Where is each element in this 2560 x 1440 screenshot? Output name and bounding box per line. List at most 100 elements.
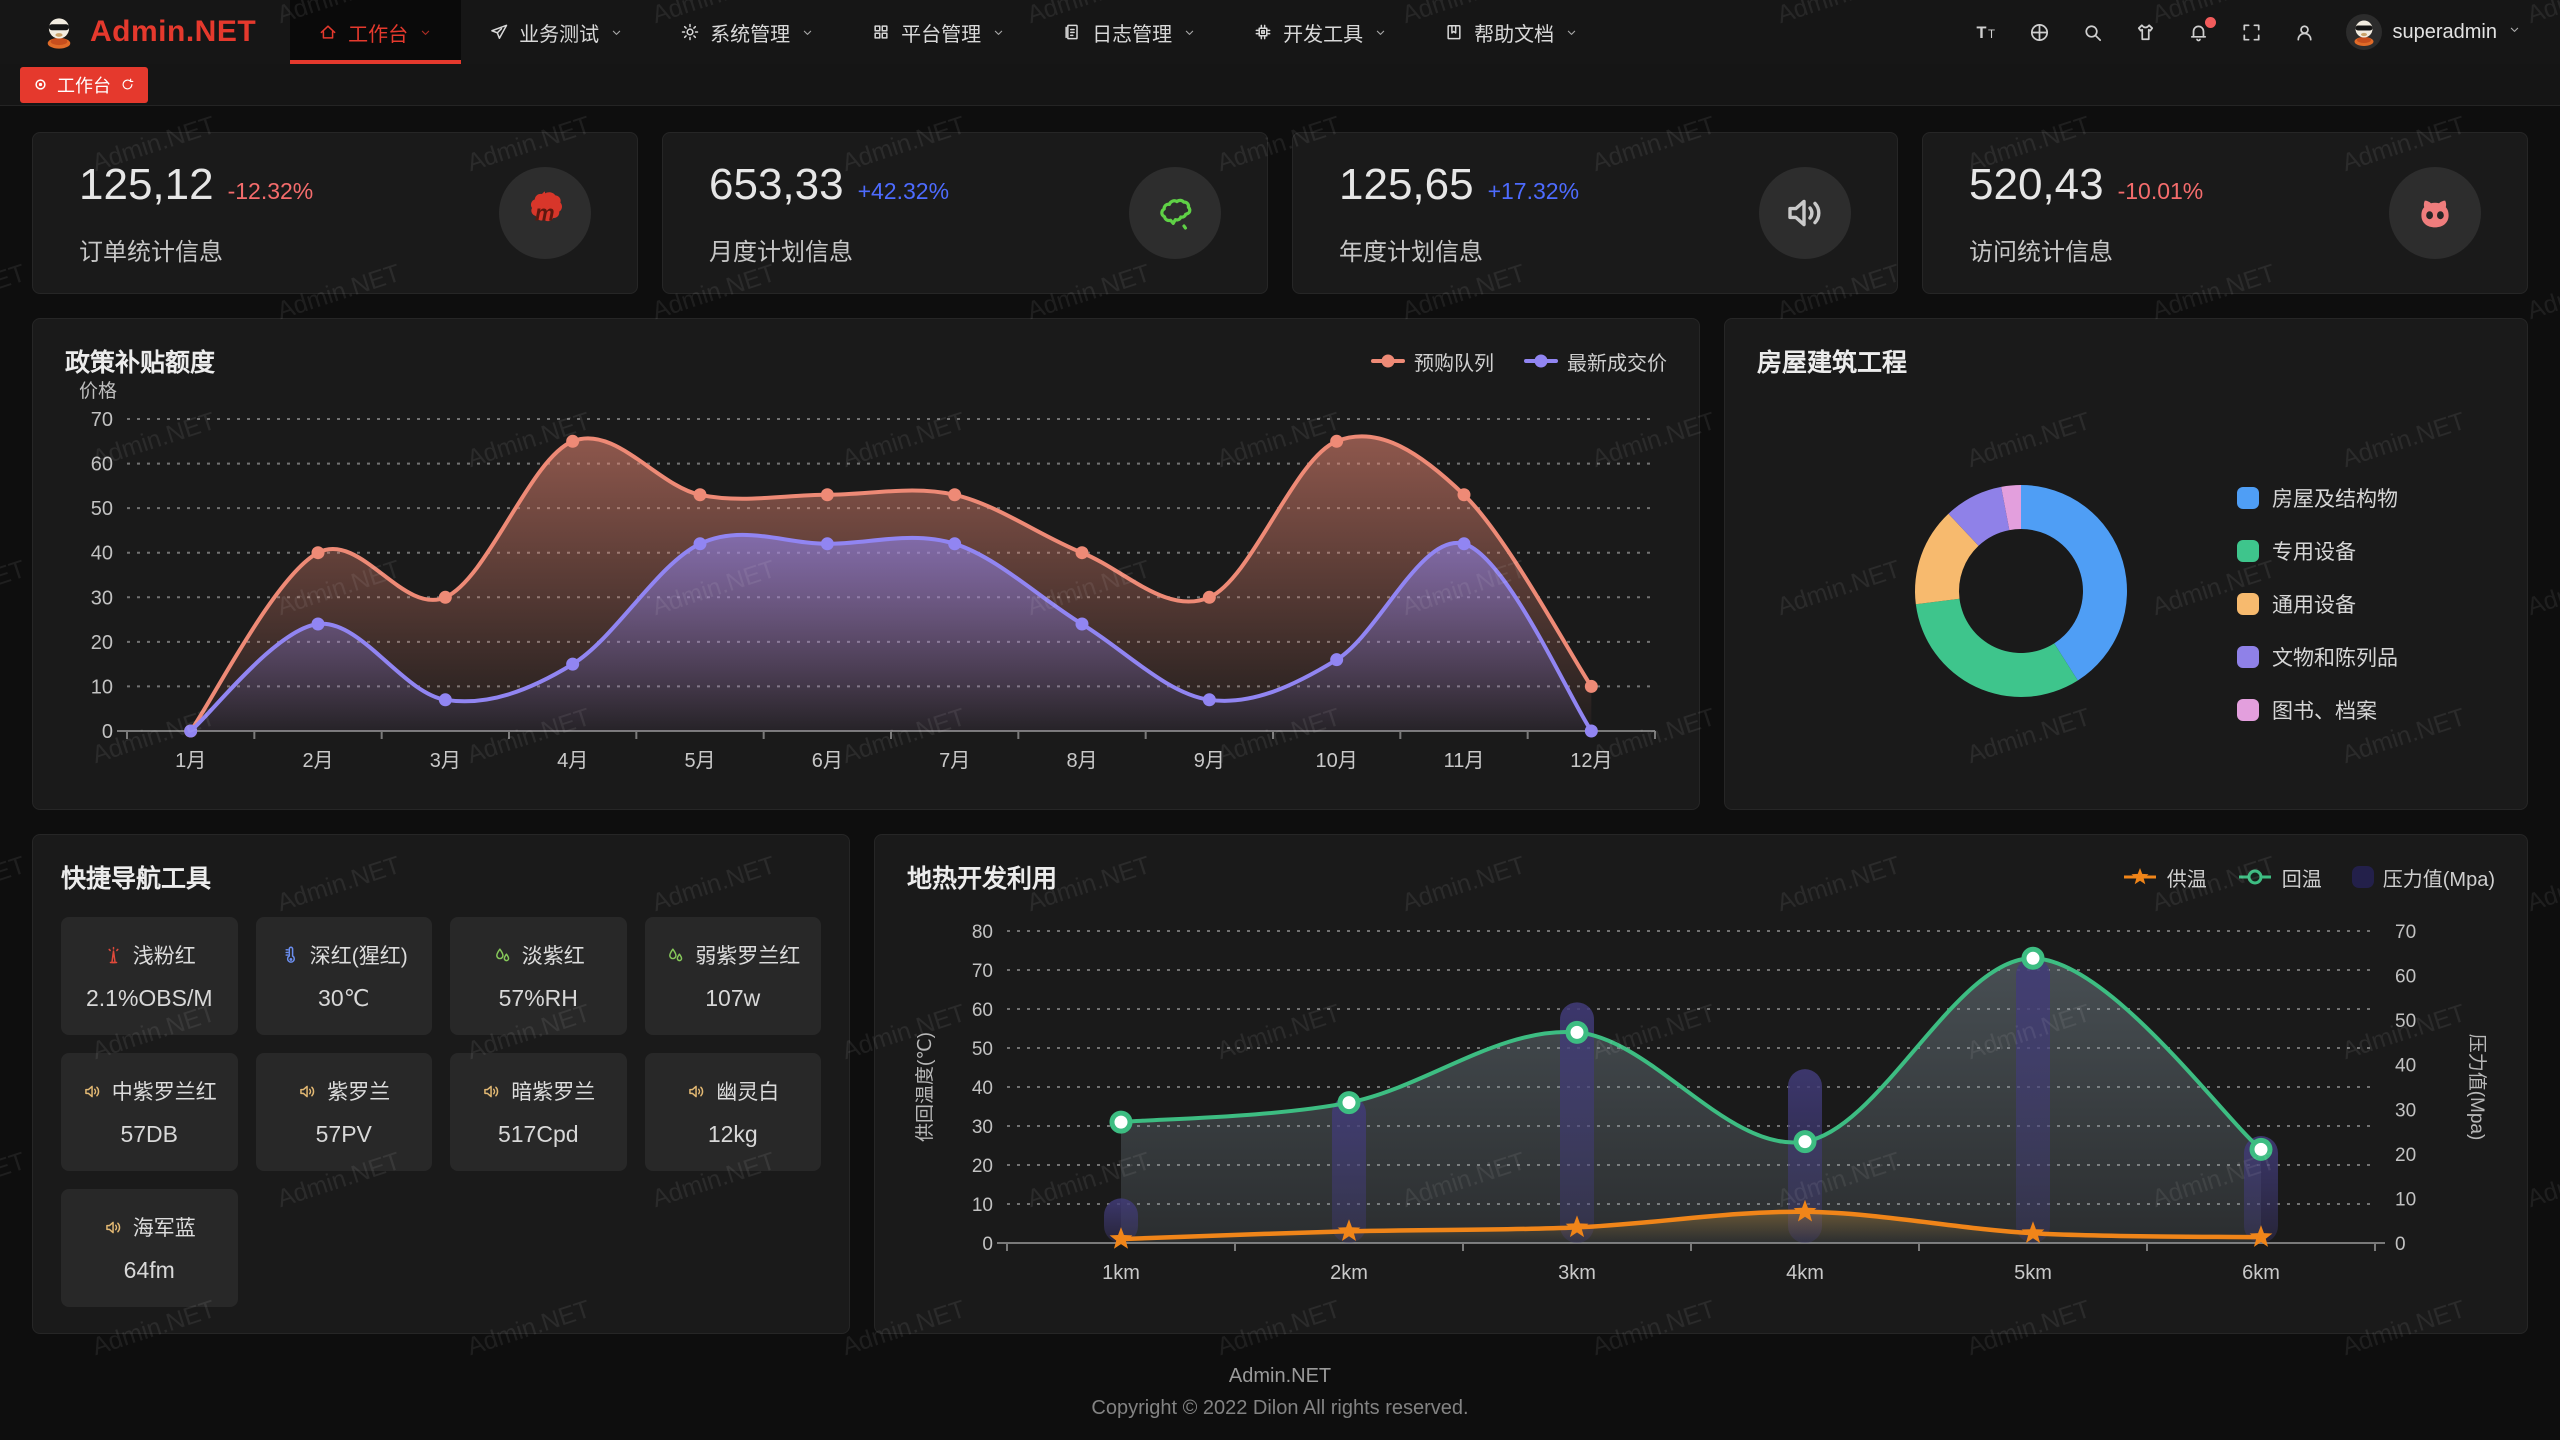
svg-text:10: 10: [2395, 1189, 2416, 1210]
quick-nav-item-8[interactable]: 幽灵白 12kg: [644, 1053, 821, 1171]
legend-item[interactable]: 最新成交价: [1524, 347, 1667, 376]
legend-swatch: [2237, 593, 2259, 615]
speaker-icon: [297, 1081, 318, 1102]
language-icon[interactable]: [2028, 21, 2051, 44]
stat-card-3: 125,65 +17.32% 年度计划信息: [1292, 132, 1898, 294]
stat-delta: +42.32%: [857, 177, 950, 204]
fullscreen-icon[interactable]: [2240, 21, 2263, 44]
quick-nav-item-3[interactable]: 淡紫红 57%RH: [450, 917, 627, 1035]
menu-item-label: 系统管理: [710, 23, 791, 46]
menu-item-label: 工作台: [348, 23, 409, 46]
donut-legend-item[interactable]: 专用设备: [2237, 536, 2398, 566]
menu-item-1[interactable]: 工作台: [290, 0, 462, 64]
donut-legend-item[interactable]: 通用设备: [2237, 589, 2398, 619]
quick-nav-label: 海军蓝: [132, 1217, 196, 1240]
legend-item[interactable]: 供温: [2122, 863, 2207, 892]
search-icon[interactable]: [2081, 21, 2104, 44]
svg-text:8月: 8月: [1066, 750, 1097, 772]
quick-nav-item-2[interactable]: 深红(猩红) 30℃: [255, 917, 432, 1035]
svg-text:60: 60: [2395, 967, 2416, 988]
quick-nav-label: 幽灵白: [716, 1081, 780, 1104]
svg-text:压力值(Mpa): 压力值(Mpa): [2466, 1034, 2488, 1141]
user-menu[interactable]: superadmin: [2346, 14, 2522, 50]
svg-text:T: T: [1977, 23, 1987, 41]
legend-item[interactable]: 预购队列: [1371, 347, 1494, 376]
menu-item-7[interactable]: 帮助文档: [1416, 0, 1607, 64]
log-document-icon: [1062, 22, 1082, 42]
stat-label: 访问统计信息: [1969, 238, 2113, 266]
meetup-icon: m: [499, 167, 591, 259]
menu-item-5[interactable]: 日志管理: [1034, 0, 1225, 64]
legend-line-dot-marker: [1524, 354, 1558, 368]
user-name: superadmin: [2392, 20, 2497, 43]
donut-legend-item[interactable]: 图书、档案: [2237, 695, 2398, 725]
quick-nav-item-7[interactable]: 暗紫罗兰 517Cpd: [450, 1053, 627, 1171]
svg-text:70: 70: [91, 409, 113, 431]
quick-nav-item-4[interactable]: 弱紫罗兰红 107w: [644, 917, 821, 1035]
quick-nav-value: 57PV: [315, 1121, 372, 1147]
profile-icon[interactable]: [2293, 21, 2316, 44]
svg-text:5月: 5月: [684, 750, 715, 772]
svg-text:3km: 3km: [1558, 1262, 1596, 1284]
donut-legend-item[interactable]: 文物和陈列品: [2237, 642, 2398, 672]
main-menu: 工作台 业务测试 系统管理 平台管理 日志管理 开发工具 帮助文档: [290, 0, 1607, 64]
notification-bell-icon[interactable]: [2187, 16, 2217, 44]
svg-text:9月: 9月: [1194, 750, 1225, 772]
quick-nav-item-1[interactable]: 浅粉红 2.1%OBS/M: [61, 917, 238, 1035]
quick-nav-item-9[interactable]: 海军蓝 64fm: [61, 1189, 238, 1307]
refresh-icon[interactable]: [120, 77, 135, 92]
legend-item[interactable]: 回温: [2237, 863, 2322, 892]
quick-nav-label: 浅粉红: [132, 945, 196, 968]
tab-workbench[interactable]: 工作台: [20, 66, 148, 103]
page-footer: Admin.NET Copyright © 2022 Dilon All rig…: [32, 1360, 2528, 1424]
speaker-icon: [1759, 167, 1851, 259]
menu-item-6[interactable]: 开发工具: [1225, 0, 1416, 64]
quick-nav-value: 2.1%OBS/M: [85, 985, 213, 1011]
geothermal-combo-chart: 0 10 20 30 40 50 60 70 80 0 10 20 30 40 50 60 70 供回温度(℃) 压…: [914, 922, 2488, 1284]
quick-nav-label: 弱紫罗兰红: [695, 945, 801, 968]
tab-label: 工作台: [57, 75, 111, 96]
svg-text:20: 20: [972, 1156, 993, 1177]
legend-swatch: [2237, 646, 2259, 668]
svg-text:4km: 4km: [1786, 1262, 1824, 1284]
stat-value: 125,65: [1339, 159, 1474, 209]
chevron-down-icon: [800, 25, 815, 40]
quick-nav-item-5[interactable]: 中紫罗兰红 57DB: [61, 1053, 238, 1171]
menu-item-3[interactable]: 系统管理: [652, 0, 843, 64]
quick-nav-label: 紫罗兰: [327, 1081, 391, 1104]
quick-nav-value: 57%RH: [498, 985, 578, 1011]
logo-text: Admin.NET: [90, 15, 257, 48]
building-donut-chart: [1915, 485, 2127, 697]
menu-item-4[interactable]: 平台管理: [843, 0, 1034, 64]
stat-label: 年度计划信息: [1339, 238, 1483, 266]
menu-item-2[interactable]: 业务测试: [461, 0, 652, 64]
panel-title-building: 房屋建筑工程: [1757, 349, 1908, 377]
quick-nav-item-6[interactable]: 紫罗兰 57PV: [255, 1053, 432, 1171]
menu-item-label: 日志管理: [1092, 23, 1173, 46]
svg-text:12月: 12月: [1570, 750, 1612, 772]
app-logo[interactable]: Admin.NET: [40, 0, 256, 64]
geothermal-chart-panel: 地热开发利用 供温 回温 压力值(Mpa) 0 10 20 30 40 50 60 70 80 0 10…: [874, 834, 2528, 1334]
stat-delta: -12.32%: [227, 177, 314, 204]
quick-nav-label: 中紫罗兰红: [111, 1081, 217, 1104]
svg-text:50: 50: [2395, 1011, 2416, 1032]
panel-title-quicknav: 快捷导航工具: [61, 865, 212, 893]
octocat-icon: [2389, 167, 2481, 259]
quick-nav-panel: 快捷导航工具 浅粉红 2.1%OBS/M 深红(猩红) 30℃ 淡紫红 57%RH 弱紫罗兰…: [32, 834, 850, 1334]
svg-text:30: 30: [972, 1117, 993, 1138]
theme-shirt-icon[interactable]: [2134, 21, 2157, 44]
subsidy-area-chart: 0 10 20 30 40 50 60 70 价格 1月 2月 3月 4月 5月 6月 7月 8月 9月 10月 11…: [79, 380, 1656, 772]
legend-star-marker: [2122, 867, 2158, 887]
water-drops-icon: [492, 945, 513, 966]
svg-text:30: 30: [2395, 1100, 2416, 1121]
svg-text:6km: 6km: [2242, 1262, 2280, 1284]
menu-item-label: 平台管理: [901, 23, 982, 46]
legend-item[interactable]: 压力值(Mpa): [2351, 863, 2495, 892]
beacon-tower-icon: [103, 945, 124, 966]
bottom-row: 快捷导航工具 浅粉红 2.1%OBS/M 深红(猩红) 30℃ 淡紫红 57%RH 弱紫罗兰…: [32, 834, 2528, 1334]
donut-legend-item[interactable]: 房屋及结构物: [2237, 483, 2398, 513]
svg-text:T: T: [1988, 28, 1995, 40]
